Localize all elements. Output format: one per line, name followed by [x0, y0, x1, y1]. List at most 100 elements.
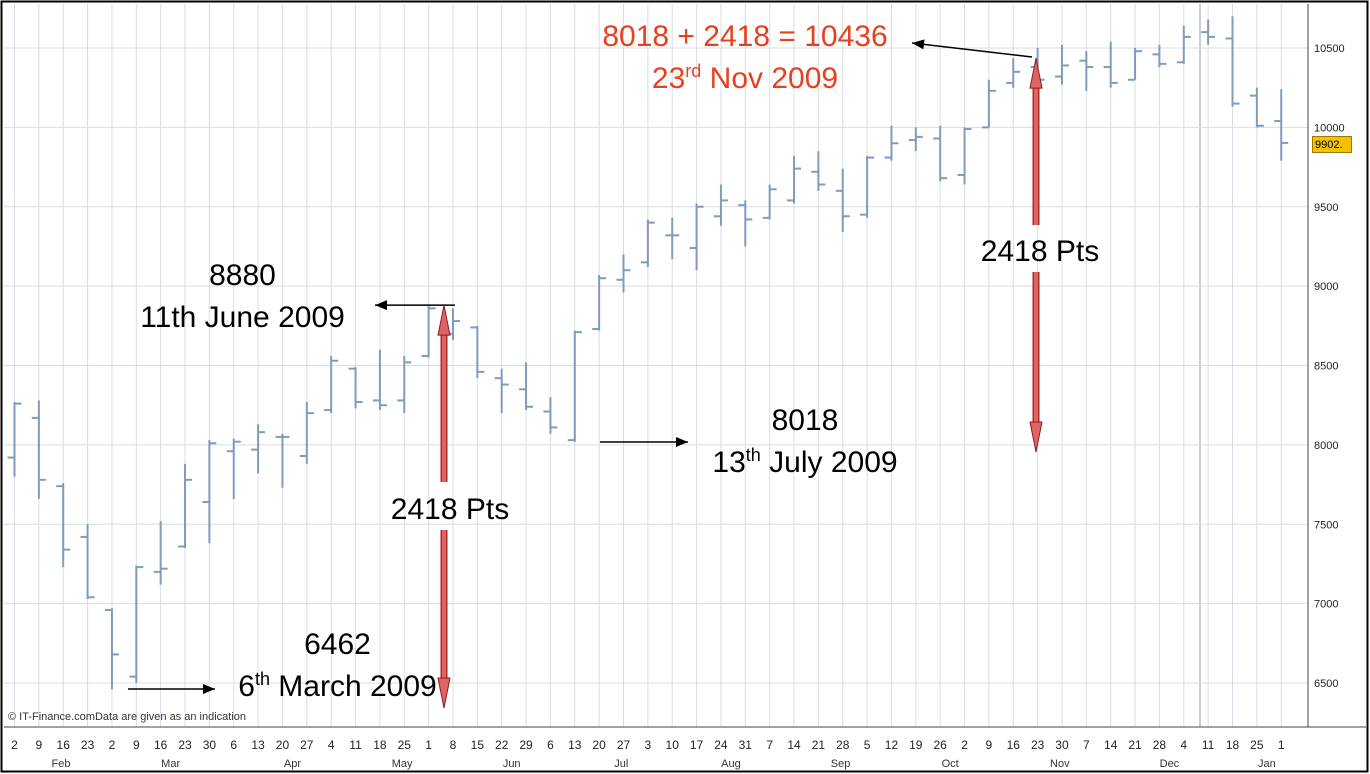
x-tick-label: 31: [739, 738, 753, 752]
low-value: 6462: [304, 628, 371, 661]
range-arrow-2-lower-head: [1029, 421, 1043, 453]
x-tick-label: 19: [909, 738, 923, 752]
y-tick-label: 7500: [1314, 519, 1338, 531]
x-tick-label: 5: [864, 738, 871, 752]
annotation-low2: 8018 13th July 2009: [685, 400, 925, 484]
range-arrow-1-lower-head: [437, 677, 451, 709]
arrow-to-low2-head: [676, 437, 688, 448]
arrow-to-low-head: [203, 684, 215, 695]
x-tick-label: 9: [986, 738, 993, 752]
x-tick-label: 1: [425, 738, 432, 752]
month-label: Mar: [161, 758, 180, 770]
target-date: 23rd Nov 2009: [651, 61, 839, 95]
x-tick-label: 1: [1278, 738, 1285, 752]
month-label: Dec: [1160, 758, 1180, 770]
x-tick-label: 2: [109, 738, 116, 752]
x-tick-label: 4: [328, 738, 335, 752]
y-tick-label: 6500: [1314, 678, 1338, 690]
x-tick-label: 18: [373, 738, 387, 752]
x-tick-label: 6: [230, 738, 237, 752]
x-tick-label: 17: [690, 738, 704, 752]
annotation-low: 6462 6th March 2009: [215, 624, 460, 708]
x-tick-label: 16: [1007, 738, 1021, 752]
target-equation: 8018 + 2418 = 10436: [602, 20, 888, 53]
x-tick-label: 13: [568, 738, 582, 752]
x-tick-label: 20: [276, 738, 290, 752]
month-label: Apr: [284, 758, 301, 770]
x-tick-label: 6: [547, 738, 554, 752]
x-tick-label: 29: [519, 738, 533, 752]
y-tick-label: 9000: [1314, 281, 1338, 293]
x-tick-label: 2: [11, 738, 18, 752]
x-tick-label: 23: [178, 738, 192, 752]
arrow-to-target: [911, 42, 1033, 58]
x-tick-label: 7: [766, 738, 773, 752]
x-tick-label: 22: [495, 738, 509, 752]
x-tick-label: 20: [592, 738, 606, 752]
x-tick-label: 28: [1153, 738, 1167, 752]
x-tick-label: 4: [1180, 738, 1187, 752]
x-tick-label: 23: [1031, 738, 1045, 752]
x-tick-label: 21: [812, 738, 826, 752]
current-price-label: 9902.: [1312, 136, 1352, 153]
x-tick-label: 12: [885, 738, 899, 752]
x-tick-label: 15: [471, 738, 485, 752]
x-tick-label: 9: [133, 738, 140, 752]
y-tick-label: 7000: [1314, 599, 1338, 611]
x-tick-label: 16: [57, 738, 71, 752]
low2-value: 8018: [771, 404, 839, 437]
x-tick-label: 14: [787, 738, 801, 752]
annotation-target: 8018 + 2418 = 10436 23rd Nov 2009: [575, 16, 915, 100]
x-tick-label: 27: [300, 738, 314, 752]
x-tick-label: 3: [645, 738, 652, 752]
month-label: Aug: [721, 758, 741, 770]
x-tick-label: 25: [398, 738, 412, 752]
y-tick-label: 8000: [1314, 440, 1338, 452]
low-date: 6th March 2009: [238, 669, 437, 703]
x-tick-label: 8: [450, 738, 457, 752]
x-tick-label: 24: [714, 738, 728, 752]
month-label: Sep: [831, 758, 851, 770]
x-tick-label: 30: [203, 738, 217, 752]
x-tick-label: 14: [1104, 738, 1118, 752]
x-tick-label: 7: [1083, 738, 1090, 752]
annotation-high: 8880 11th June 2009: [120, 255, 365, 339]
points-label-2: 2418 Pts: [980, 235, 1100, 268]
x-tick-label: 23: [81, 738, 95, 752]
high-value: 8880: [209, 259, 276, 292]
footer-note: © IT-Finance.comData are given as an ind…: [8, 711, 247, 723]
x-tick-label: 11: [1202, 738, 1215, 752]
points-label-1: 2418 Pts: [390, 493, 510, 526]
month-label: Jul: [614, 758, 628, 770]
y-tick-label: 9500: [1314, 202, 1338, 214]
x-tick-label: 9: [36, 738, 43, 752]
x-tick-label: 26: [934, 738, 948, 752]
arrow-to-target-head: [912, 39, 925, 50]
x-tick-label: 10: [666, 738, 680, 752]
month-label: Oct: [942, 758, 959, 770]
x-tick-label: 16: [154, 738, 168, 752]
x-tick-label: 13: [251, 738, 265, 752]
x-tick-label: 2: [961, 738, 968, 752]
y-tick-label: 10000: [1314, 122, 1345, 134]
range-arrow-2-upper-head: [1029, 58, 1043, 89]
x-tick-label: 11: [349, 738, 362, 752]
y-tick-label: 8500: [1314, 361, 1338, 373]
x-tick-label: 28: [836, 738, 850, 752]
x-tick-label: 30: [1055, 738, 1069, 752]
month-label: Jan: [1258, 758, 1276, 770]
x-tick-label: 21: [1128, 738, 1142, 752]
month-label: Feb: [52, 758, 71, 770]
x-tick-label: 27: [617, 738, 631, 752]
month-label: May: [392, 758, 413, 770]
month-label: Nov: [1050, 758, 1070, 770]
month-label: Jun: [503, 758, 521, 770]
y-tick-label: 10500: [1314, 43, 1345, 55]
arrow-to-high-head: [375, 300, 387, 311]
high-date: 11th June 2009: [140, 301, 345, 334]
x-tick-label: 25: [1250, 738, 1264, 752]
range-arrow-1-upper-head: [437, 305, 451, 336]
